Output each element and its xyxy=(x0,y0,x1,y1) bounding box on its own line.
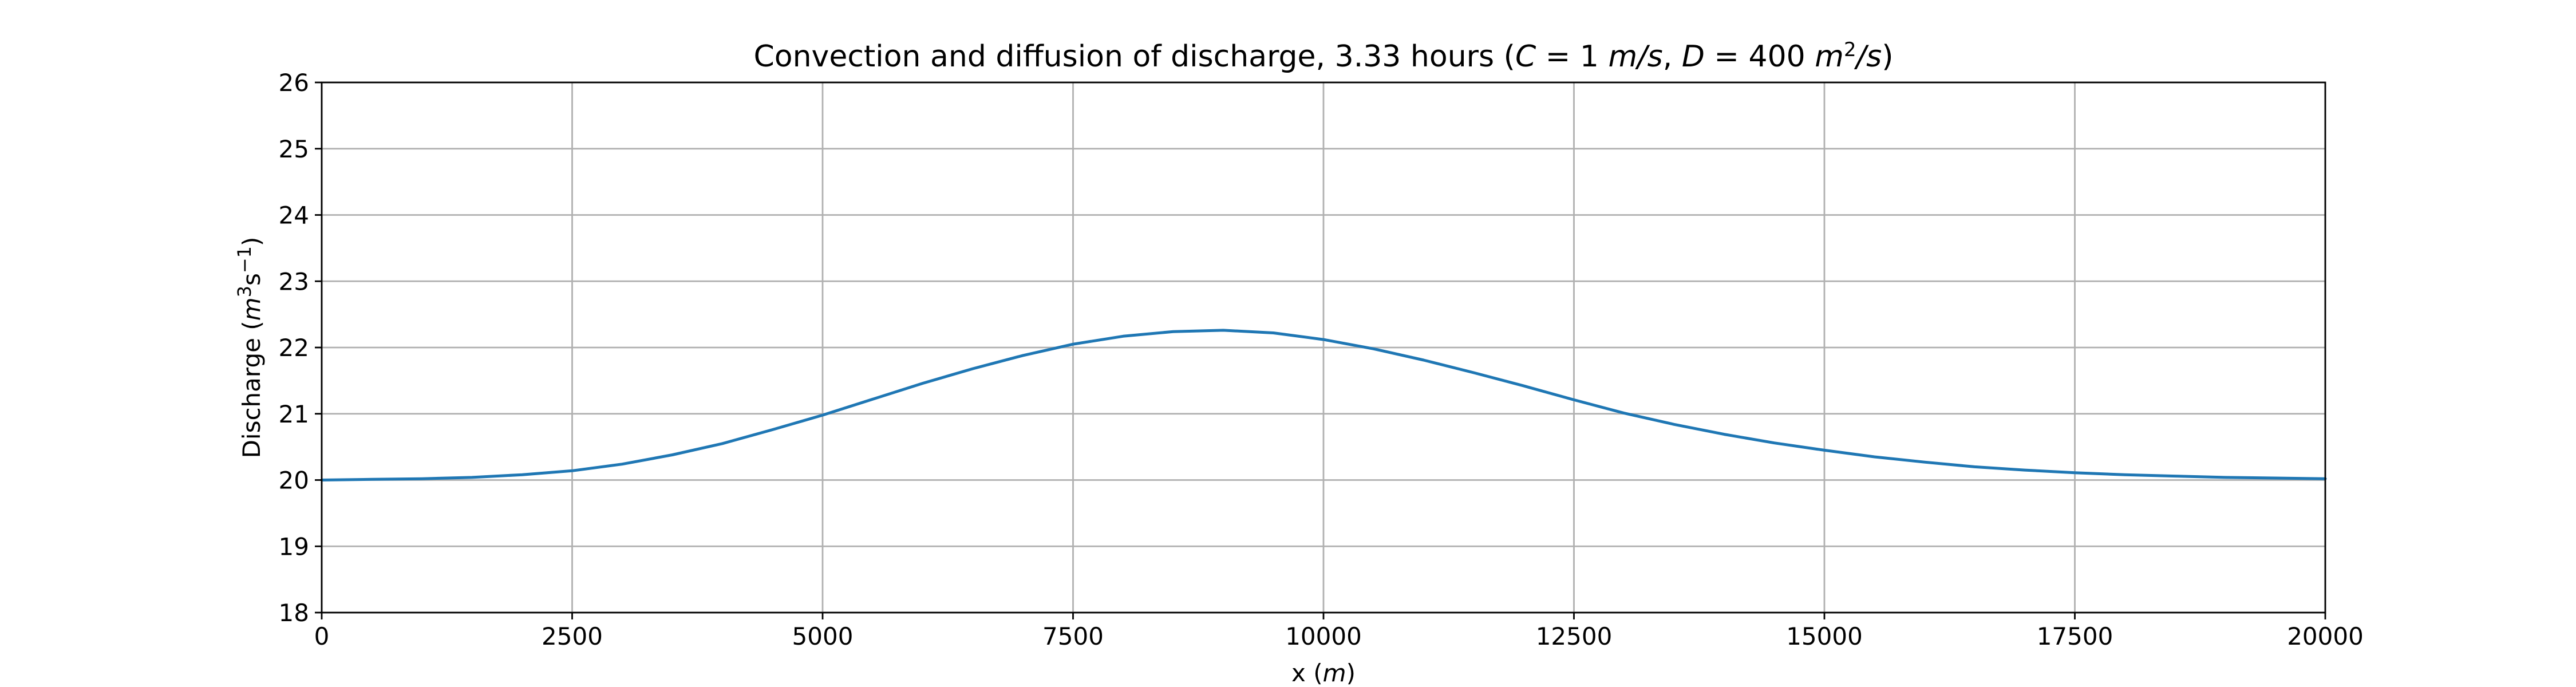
x-tick-label: 15000 xyxy=(1786,622,1863,650)
grid xyxy=(321,81,2326,614)
y-tick-label: 20 xyxy=(279,467,309,495)
x-tick-label: 12500 xyxy=(1536,622,1613,650)
y-axis-ticks: 18 19 20 21 22 23 24 25 26 xyxy=(279,69,322,627)
series-layer xyxy=(320,329,2327,481)
x-tick-label: 10000 xyxy=(1285,622,1362,650)
chart-title: Convection and diffusion of discharge, 3… xyxy=(753,38,1893,74)
y-tick-label: 18 xyxy=(279,599,309,627)
y-tick-label: 21 xyxy=(279,400,309,428)
y-axis-label: Discharge (m3s−1) xyxy=(234,237,266,459)
discharge-series-line xyxy=(320,329,2327,481)
x-tick-label: 17500 xyxy=(2037,622,2113,650)
x-tick-label: 2500 xyxy=(542,622,603,650)
x-tick-label: 20000 xyxy=(2287,622,2364,650)
x-tick-label: 5000 xyxy=(792,622,854,650)
y-tick-label: 19 xyxy=(279,532,309,560)
y-tick-label: 23 xyxy=(279,267,309,295)
y-tick-label: 24 xyxy=(279,202,309,230)
x-tick-label: 0 xyxy=(314,622,330,650)
y-tick-label: 26 xyxy=(279,69,309,97)
x-tick-label: 7500 xyxy=(1042,622,1104,650)
y-tick-label: 22 xyxy=(279,334,309,362)
y-tick-label: 25 xyxy=(279,135,309,163)
x-axis-label: x (m) xyxy=(1291,659,1356,687)
x-axis-ticks: 0 2500 5000 7500 10000 12500 15000 17500 20000 xyxy=(314,613,2364,650)
